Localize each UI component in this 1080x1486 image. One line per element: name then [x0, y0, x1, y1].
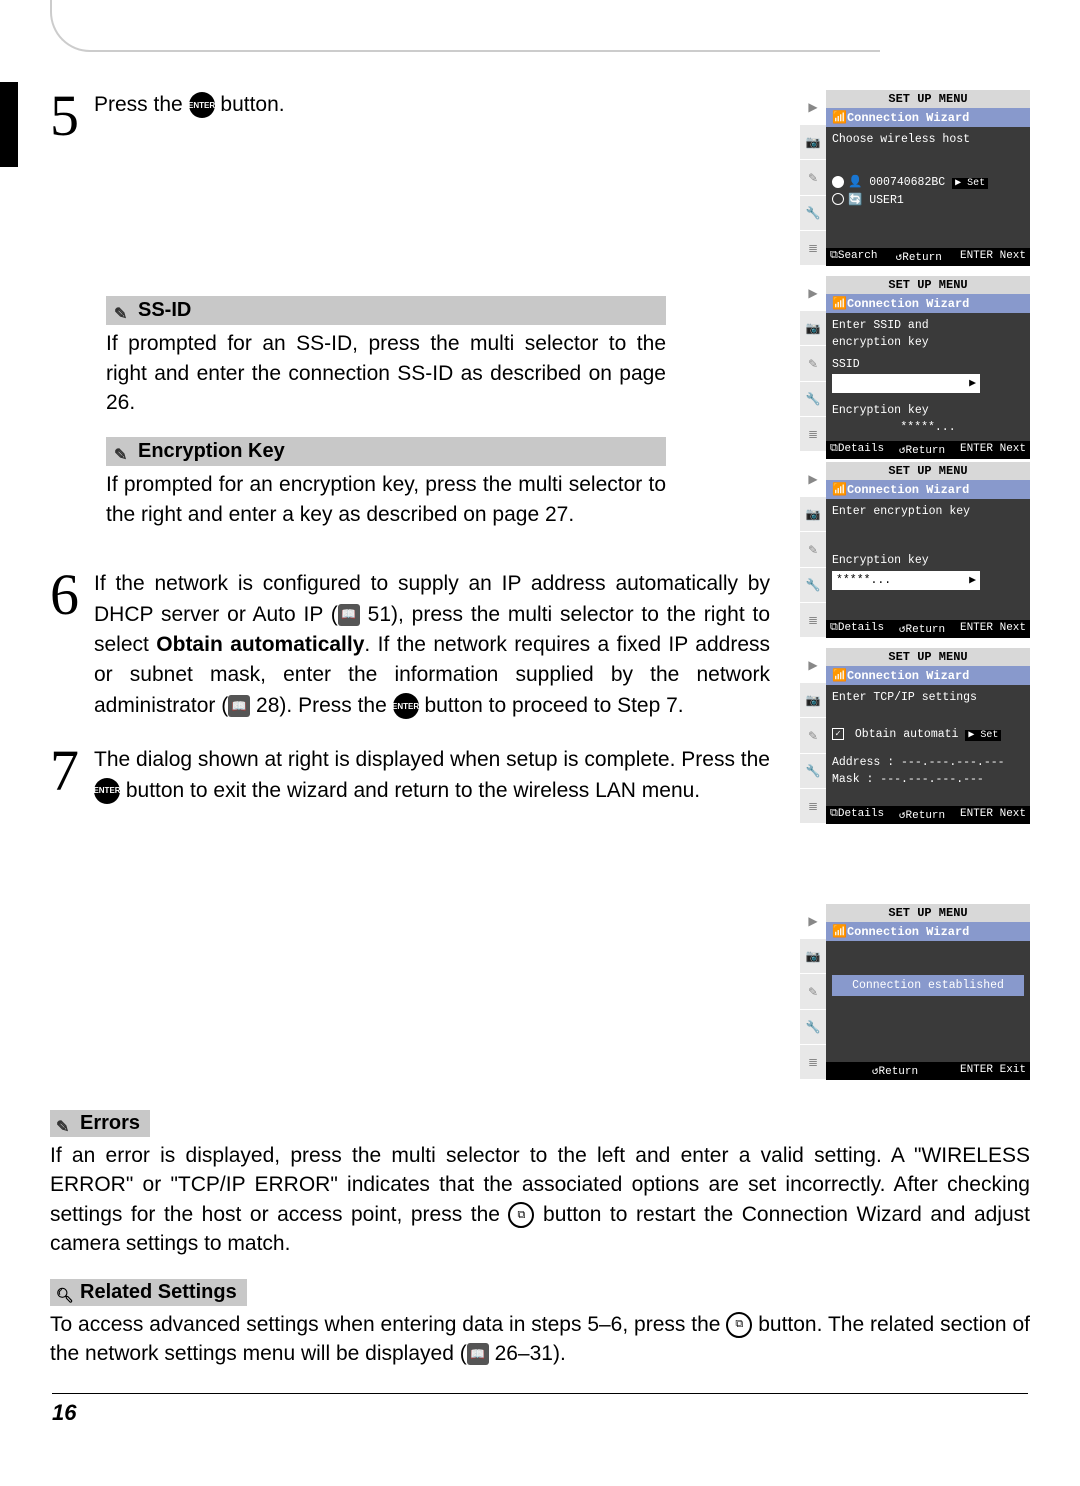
screen-subtitle: 📶Connection Wizard: [826, 666, 1030, 685]
enc-label: Encryption key: [832, 404, 929, 417]
screen-subtitle: 📶Connection Wizard: [826, 480, 1030, 499]
camera-screen-3: ▶📷✎🔧≣ SET UP MENU 📶Connection Wizard Ent…: [800, 462, 1030, 638]
screen-subtitle: 📶Connection Wizard: [826, 108, 1030, 127]
step-5: 5 Press the ENTER button.: [50, 90, 770, 142]
screen-title: SET UP MENU: [826, 276, 1030, 294]
step-7: 7 The dialog shown at right is displayed…: [50, 745, 770, 806]
text: ). Press the: [279, 694, 392, 717]
footer-right: ENTER Next: [960, 250, 1026, 264]
pencil-icon: [114, 443, 132, 461]
page-corner-curve: [50, 0, 880, 52]
func-button-icon: ⧉: [508, 1202, 534, 1228]
wifi-option-2: 🔄 USER1: [832, 192, 1024, 209]
note-title: Encryption Key: [138, 440, 285, 463]
tab-list-icon: ≣: [800, 231, 826, 266]
page-ref-icon: 📖: [467, 1343, 489, 1365]
page-ref: 51: [368, 603, 391, 626]
note-title: Errors: [80, 1112, 140, 1135]
text: The dialog shown at right is displayed w…: [94, 748, 770, 771]
screen-footer: ⧉Search ↺Return ENTER Next: [826, 248, 1030, 266]
page-ref: 28: [256, 694, 279, 717]
ssid-field: ▶: [832, 374, 980, 393]
screen-title: SET UP MENU: [826, 904, 1030, 922]
tab-pencil-icon: ✎: [800, 160, 826, 195]
camera-screen-5: ▶📷✎🔧≣ SET UP MENU 📶Connection Wizard Con…: [800, 904, 1030, 1080]
enter-button-icon: ENTER: [189, 92, 215, 118]
tab-wrench-icon: 🔧: [800, 196, 826, 231]
note-header: SS-ID: [106, 296, 666, 325]
camera-screen-4: ▶📷✎🔧≣ SET UP MENU 📶Connection Wizard Ent…: [800, 648, 1030, 824]
step-6: 6 If the network is configured to supply…: [50, 569, 770, 721]
text: To access advanced settings when enterin…: [50, 1313, 726, 1336]
note-header: Encryption Key: [106, 437, 666, 466]
footer-mid: ↺Return: [896, 250, 942, 264]
note-errors: Errors If an error is displayed, press t…: [50, 1110, 1030, 1259]
note-body: If prompted for an SS-ID, press the mult…: [106, 325, 666, 417]
tcp-option: ✓ Obtain automati ▶ Set: [832, 726, 1024, 743]
tab-play-icon: ▶: [800, 90, 826, 125]
text: ).: [553, 1342, 566, 1365]
step-7-text: The dialog shown at right is displayed w…: [94, 745, 770, 806]
note-ssid: SS-ID If prompted for an SS-ID, press th…: [106, 296, 666, 417]
mask-line: Mask : ---.---.---.---: [832, 771, 1024, 788]
enc-field: *****...▶: [832, 571, 980, 590]
camera-screen-2: ▶📷✎🔧≣ SET UP MENU 📶Connection Wizard Ent…: [800, 276, 1030, 452]
note-title: SS-ID: [138, 299, 191, 322]
screen-line: Enter SSID and: [832, 317, 1024, 334]
pencil-icon: [114, 302, 132, 320]
section-tab: [0, 82, 18, 167]
page-number: 16: [52, 1393, 1028, 1426]
step-5-text: Press the ENTER button.: [94, 90, 770, 120]
connection-message: Connection established: [832, 975, 1024, 996]
note-header: Errors: [50, 1110, 150, 1137]
page-ref: 26–31: [495, 1342, 553, 1365]
note-body: If prompted for an encryption key, press…: [106, 466, 666, 529]
screen-line: encryption key: [832, 334, 1024, 351]
enter-button-icon: ENTER: [393, 693, 419, 719]
address-line: Address : ---.---.---.---: [832, 754, 1024, 771]
text: button to exit the wizard and return to …: [120, 779, 700, 802]
note-body: If an error is displayed, press the mult…: [50, 1137, 1030, 1259]
footer-left: ⧉Search: [830, 250, 877, 264]
tab-camera-icon: 📷: [800, 125, 826, 160]
screen-title: SET UP MENU: [826, 462, 1030, 480]
text: button.: [220, 93, 284, 116]
step-number: 7: [50, 745, 86, 797]
note-body: To access advanced settings when enterin…: [50, 1306, 1030, 1369]
screen-line: Enter TCP/IP settings: [832, 689, 1024, 706]
note-title: Related Settings: [80, 1281, 237, 1304]
page-ref-icon: 📖: [228, 695, 250, 717]
step-number: 6: [50, 569, 86, 621]
bold-term: Obtain automatically: [156, 633, 364, 656]
ssid-label: SSID: [832, 358, 860, 371]
func-button-icon: ⧉: [726, 1312, 752, 1338]
camera-screen-1: ▶ 📷 ✎ 🔧 ≣ SET UP MENU 📶Connection Wizard…: [800, 90, 1030, 266]
enc-value: *****...: [832, 419, 1024, 436]
note-related-settings: Related Settings To access advanced sett…: [50, 1279, 1030, 1369]
step-number: 5: [50, 90, 86, 142]
screen-title: SET UP MENU: [826, 648, 1030, 666]
screen-line: Enter encryption key: [832, 503, 1024, 520]
screen-line: Choose wireless host: [832, 131, 1024, 148]
note-header: Related Settings: [50, 1279, 247, 1306]
screen-title: SET UP MENU: [826, 90, 1030, 108]
enc-label: Encryption key: [832, 554, 929, 567]
pencil-icon: [56, 1115, 74, 1133]
screen-subtitle: 📶Connection Wizard: [826, 294, 1030, 313]
magnify-icon: [56, 1283, 74, 1301]
note-encryption: Encryption Key If prompted for an encryp…: [106, 437, 666, 529]
page-ref-icon: 📖: [338, 604, 360, 626]
text: button to proceed to Step 7.: [419, 694, 684, 717]
screen-tabs: ▶ 📷 ✎ 🔧 ≣: [800, 90, 826, 266]
wifi-option-1: 👤 000740682BC ▶ Set: [832, 174, 1024, 191]
step-6-text: If the network is configured to supply a…: [94, 569, 770, 721]
screen-subtitle: 📶Connection Wizard: [826, 922, 1030, 941]
text: Press the: [94, 93, 189, 116]
enter-button-icon: ENTER: [94, 778, 120, 804]
